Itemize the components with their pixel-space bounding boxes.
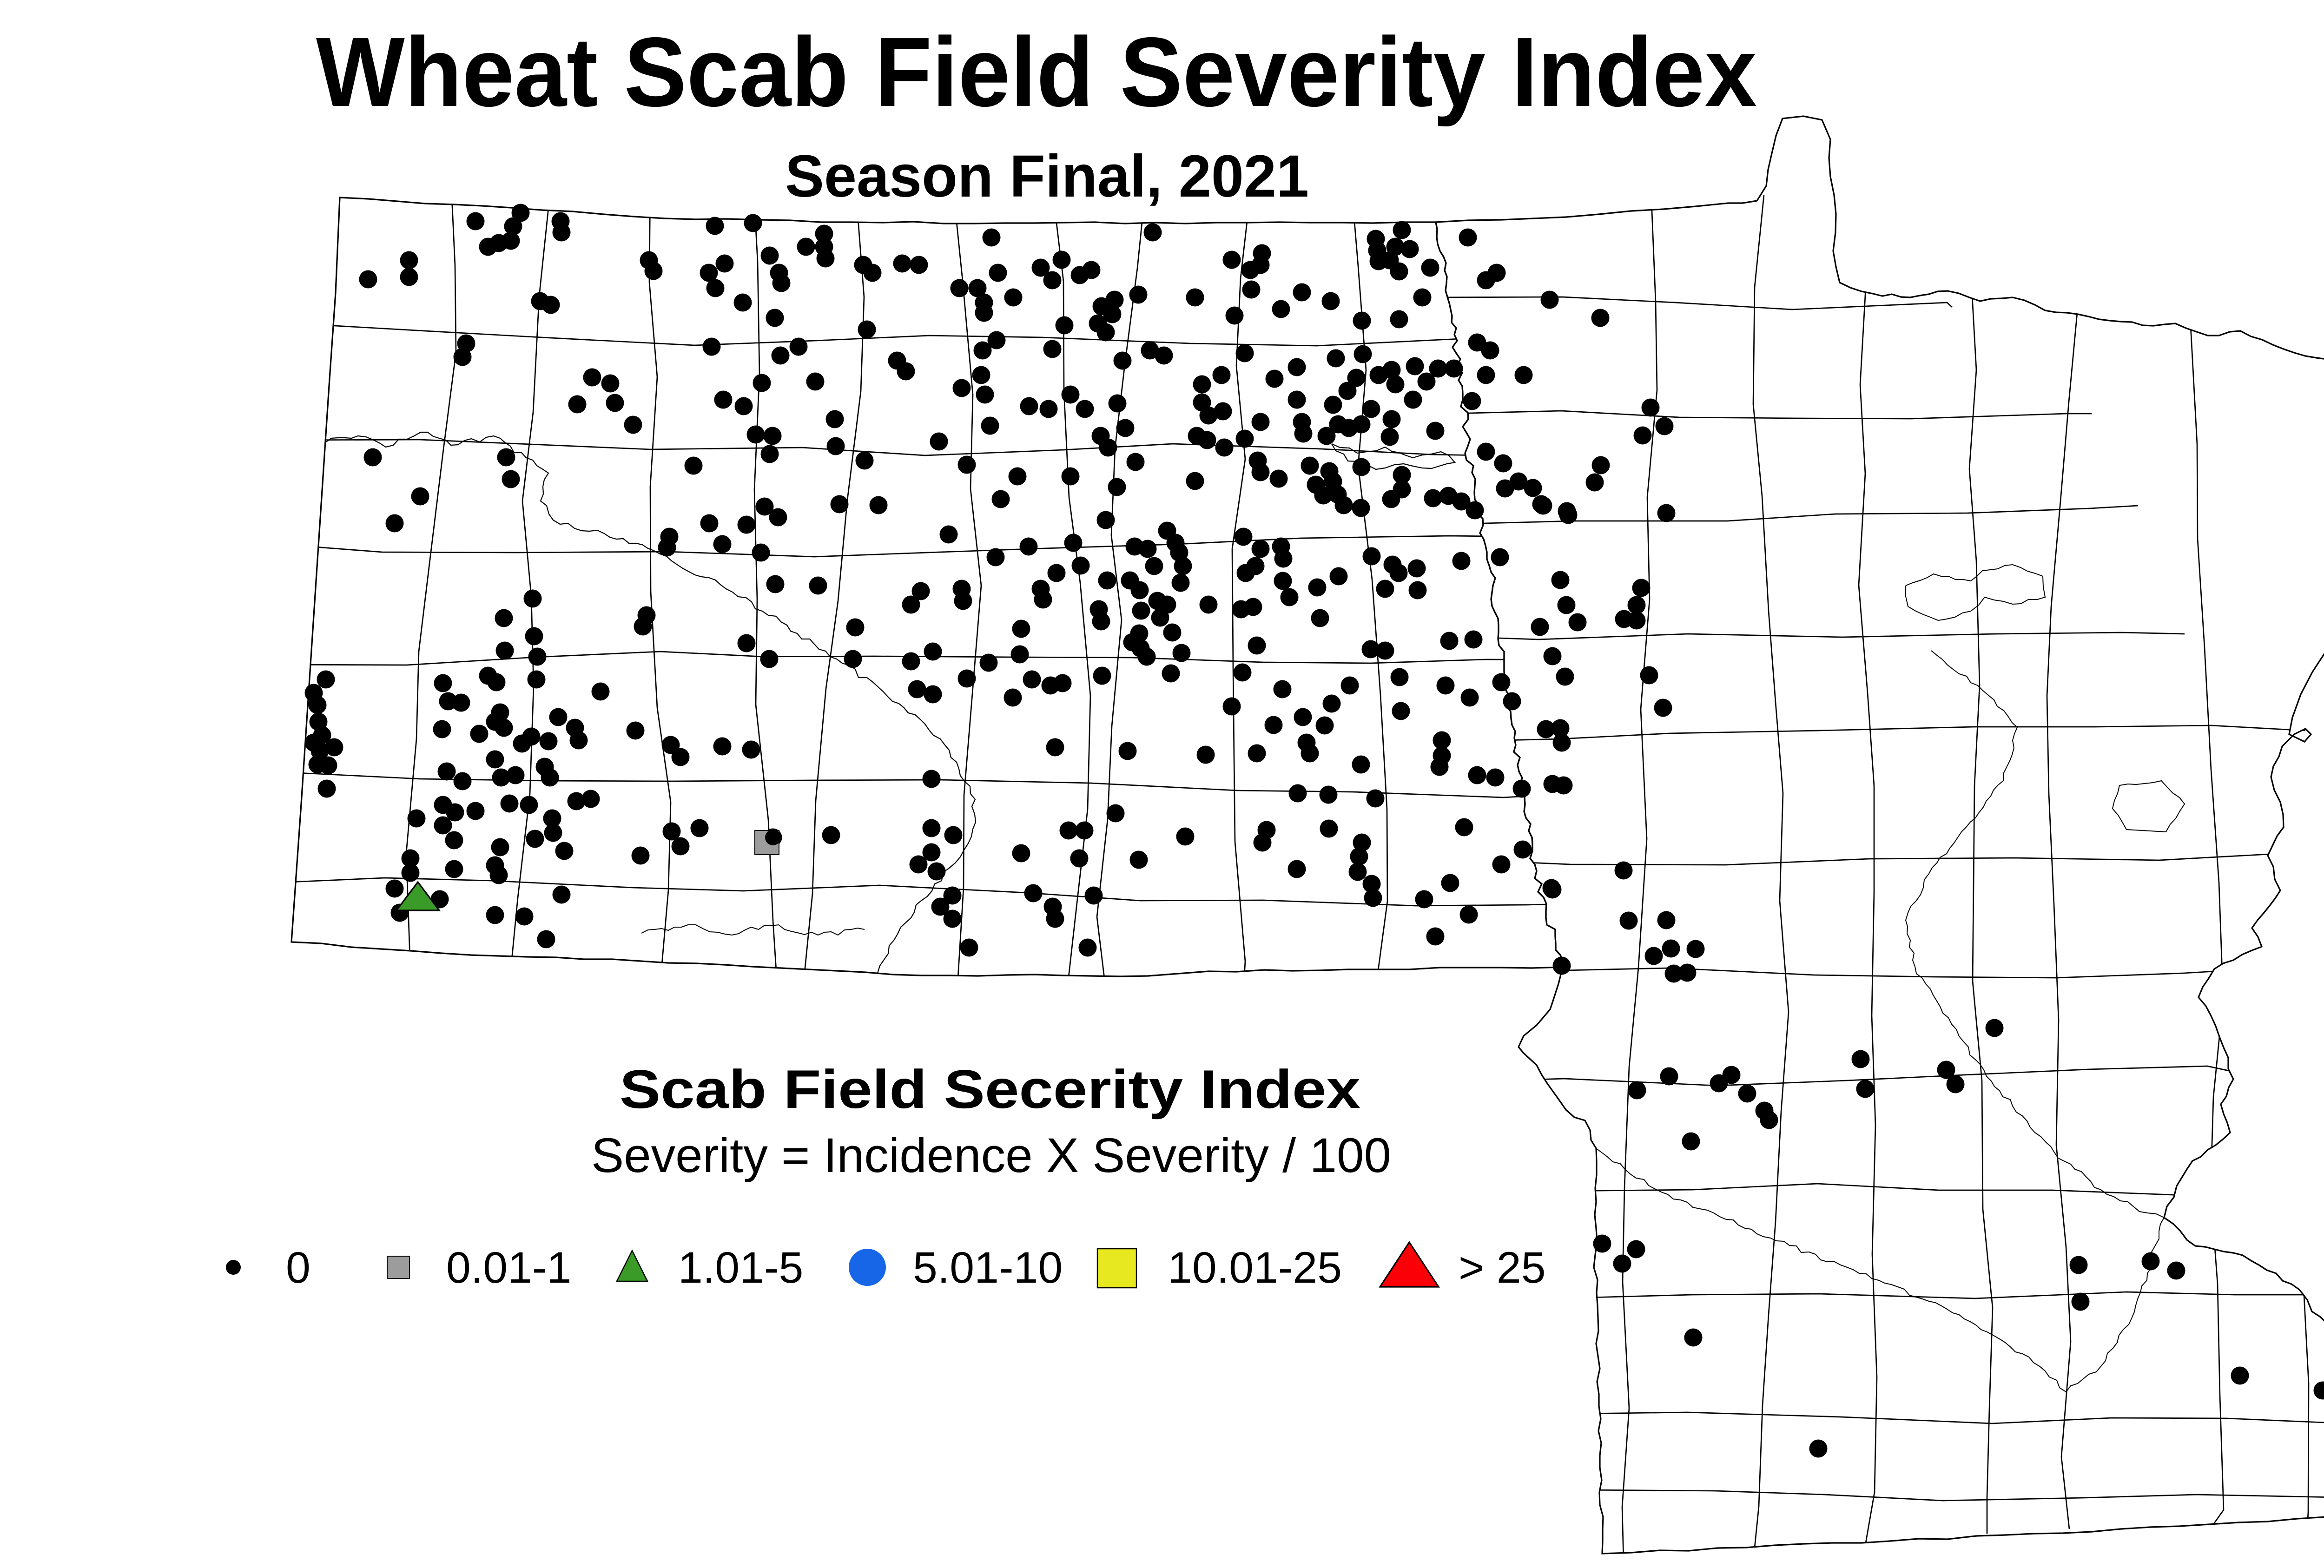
svg-text:Wheat Scab Field Severity Inde: Wheat Scab Field Severity Index [316,17,1757,127]
svg-text:Scab Field Secerity Index: Scab Field Secerity Index [620,1059,1360,1120]
svg-text:0: 0 [286,1243,310,1292]
svg-text:1.01-5: 1.01-5 [678,1243,803,1292]
svg-text:Season Final, 2021: Season Final, 2021 [785,143,1309,210]
svg-text:Severity = Incidence X Severit: Severity = Incidence X Severity / 100 [591,1128,1391,1183]
svg-text:> 25: > 25 [1459,1243,1546,1292]
svg-text:0.01-1: 0.01-1 [446,1243,571,1292]
svg-text:10.01-25: 10.01-25 [1168,1243,1342,1292]
svg-text:5.01-10: 5.01-10 [913,1243,1063,1292]
